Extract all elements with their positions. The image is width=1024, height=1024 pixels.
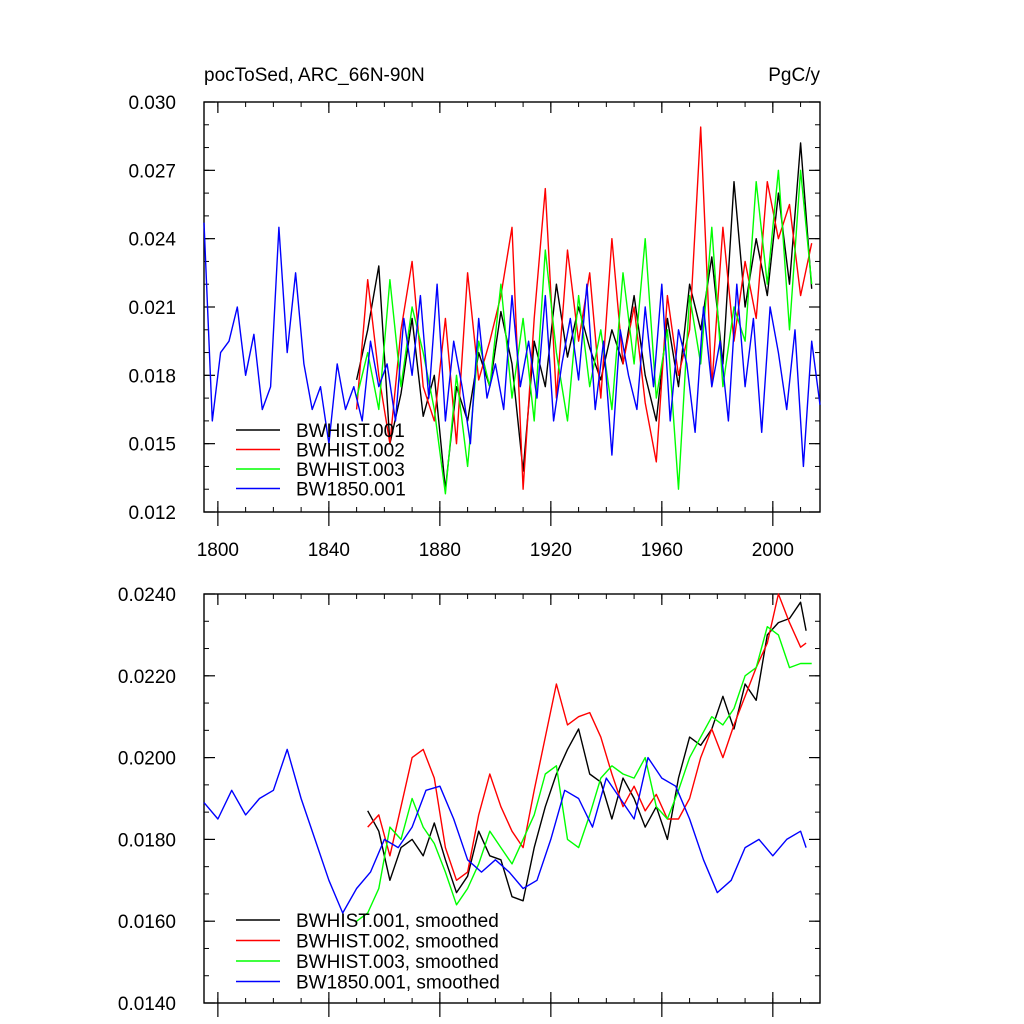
series-line (367, 601, 807, 902)
title-left: pocToSed, ARC_66N-90N (204, 65, 425, 86)
x-tick-label: 1960 (641, 540, 683, 561)
legend-label: BW1850.001 (296, 480, 406, 501)
y-tick-label: 0.0140 (118, 994, 176, 1015)
series-line (355, 142, 813, 490)
y-tick-label: 0.021 (128, 298, 176, 319)
y-tick-label: 0.030 (128, 93, 176, 114)
y-tick-label: 0.0180 (118, 830, 176, 851)
y-tick-label: 0.0220 (118, 667, 176, 688)
y-tick-label: 0.0240 (118, 585, 176, 606)
y-tick-label: 0.0200 (118, 749, 176, 770)
series-line (203, 748, 807, 914)
x-tick-label: 1920 (530, 540, 572, 561)
legend-label: BWHIST.002, smoothed (296, 932, 499, 953)
series-line (356, 626, 812, 922)
legend-label: BWHIST.002 (296, 441, 405, 462)
x-tick-label: 1800 (197, 540, 239, 561)
series-line (367, 593, 807, 881)
y-tick-label: 0.024 (128, 230, 176, 251)
top-panel: 0.012 0.015 0.018 0.021 0.024 0.027 0.030 1800 1… (128, 93, 821, 561)
x-tick-label: 1840 (308, 540, 350, 561)
bottom-panel: 0.0140 0.0160 0.0180 0.0200 0.0220 0.0240 BWHI… (118, 585, 821, 1017)
x-tick-label: 2000 (752, 540, 794, 561)
legend-label: BWHIST.003, smoothed (296, 952, 499, 973)
series-line (355, 126, 813, 490)
series-line (203, 222, 821, 468)
y-tick-label: 0.0160 (118, 912, 176, 933)
legend-label: BWHIST.001, smoothed (296, 911, 499, 932)
legend-label: BW1850.001, smoothed (296, 973, 500, 994)
x-tick-label: 1880 (419, 540, 461, 561)
y-tick-label: 0.018 (128, 366, 176, 387)
y-tick-label: 0.012 (128, 503, 176, 524)
series-line (355, 169, 813, 495)
plot-frame (203, 593, 821, 1004)
legend-label: BWHIST.003 (296, 460, 405, 481)
legend-label: BWHIST.001 (296, 421, 405, 442)
y-tick-label: 0.027 (128, 161, 176, 182)
title-right: PgC/y (768, 65, 820, 86)
y-tick-label: 0.015 (128, 435, 176, 456)
